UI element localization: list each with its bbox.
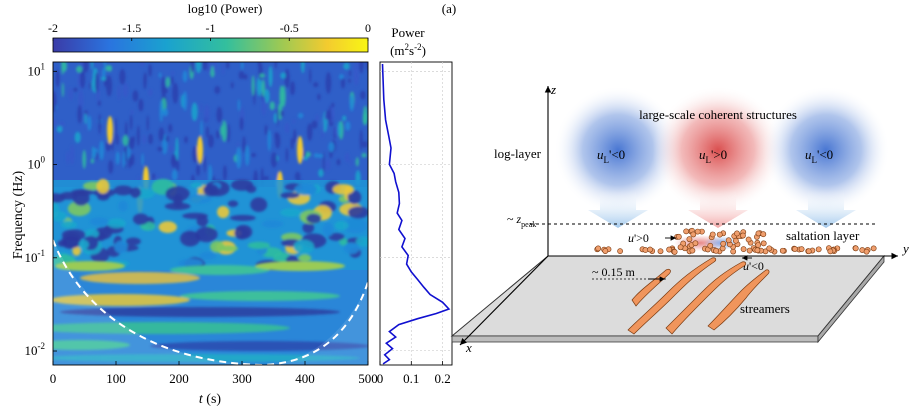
zpeak-label: ~ zpeak xyxy=(507,212,536,229)
colorbar-tick-label: -2 xyxy=(48,21,58,35)
scalogram-x-tick-label: 100 xyxy=(106,371,126,386)
colorbar-tick-label: -1.5 xyxy=(122,21,141,35)
power-x-tick-label: 0.2 xyxy=(434,371,450,386)
x-axis-label: x xyxy=(465,340,472,355)
scalogram-ylabel: Frequency (Hz) xyxy=(11,171,26,260)
high-speed-structure xyxy=(652,86,784,214)
colorbar-tick-label: -1 xyxy=(206,21,216,35)
downdraft-arrow-right xyxy=(796,190,856,228)
log-layer-label: log-layer xyxy=(494,146,542,161)
colorbar-ticks xyxy=(52,38,369,41)
downdraft-arrow-left xyxy=(588,190,648,228)
scalogram-x-tick-label: 200 xyxy=(169,371,189,386)
schematic: z y x large-scale coherent structures lo… xyxy=(450,82,909,355)
colorbar-tick-labels: -2 -1.5 -1 -0.5 0 xyxy=(48,21,371,35)
uL-label-center: uL'>0 xyxy=(699,147,727,165)
scalogram-x-tick-label: 400 xyxy=(295,371,315,386)
panel-letter: (a) xyxy=(442,1,456,16)
y-axis-label: y xyxy=(901,241,909,256)
wavelet-scalogram xyxy=(52,61,369,366)
downdraft-arrow-center xyxy=(688,190,748,228)
u-negative-label: u'<0 xyxy=(743,259,764,273)
u-positive-label: u'>0 xyxy=(628,231,649,245)
coherent-structures-title: large-scale coherent structures xyxy=(639,107,797,122)
scalogram-x-tick-label: 300 xyxy=(232,371,252,386)
power-units: (m2s-2) xyxy=(390,42,426,58)
scalogram-y-axis: 101 100 10-1 10-2 xyxy=(25,61,57,358)
colorbar-tick-label: -0.5 xyxy=(280,21,299,35)
uL-label-right: uL'<0 xyxy=(805,147,833,165)
scalogram-x-tick-label: 0 xyxy=(50,371,57,386)
power-spectrum-panel xyxy=(379,61,453,366)
spacing-label: ~ 0.15 m xyxy=(592,265,635,279)
power-x-axis: 0 0.1 0.2 xyxy=(377,361,451,386)
colorbar-title: log10 (Power) xyxy=(188,1,263,16)
scalogram-y-tick-label: 100 xyxy=(28,155,46,172)
x-axis xyxy=(459,255,549,346)
streamers-label: streamers xyxy=(740,301,790,316)
scalogram-x-axis: 0 100 200 300 400 500 xyxy=(50,361,378,386)
scalogram-y-tick-label: 10-1 xyxy=(25,248,46,265)
uL-label-left: uL'<0 xyxy=(597,147,625,165)
power-x-tick-label: 0 xyxy=(377,371,384,386)
scalogram-x-tick-label: 500 xyxy=(358,371,378,386)
saltation-layer-label: saltation layer xyxy=(786,228,860,243)
power-x-tick-label: 0.1 xyxy=(403,371,419,386)
power-title: Power xyxy=(391,25,425,40)
streamers xyxy=(627,257,770,335)
low-speed-structure-right xyxy=(762,86,890,214)
scalogram-xlabel: t (s) xyxy=(199,392,222,407)
colorbar-tick-label: 0 xyxy=(365,21,371,35)
power-series-line xyxy=(381,63,451,365)
scalogram-y-tick-label: 10-2 xyxy=(25,341,46,358)
z-axis-label: z xyxy=(550,82,556,97)
scalogram-y-tick-label: 101 xyxy=(28,61,46,78)
cone-of-influence xyxy=(53,239,368,365)
sand-grains xyxy=(594,227,877,255)
low-speed-structure-left xyxy=(554,86,682,214)
